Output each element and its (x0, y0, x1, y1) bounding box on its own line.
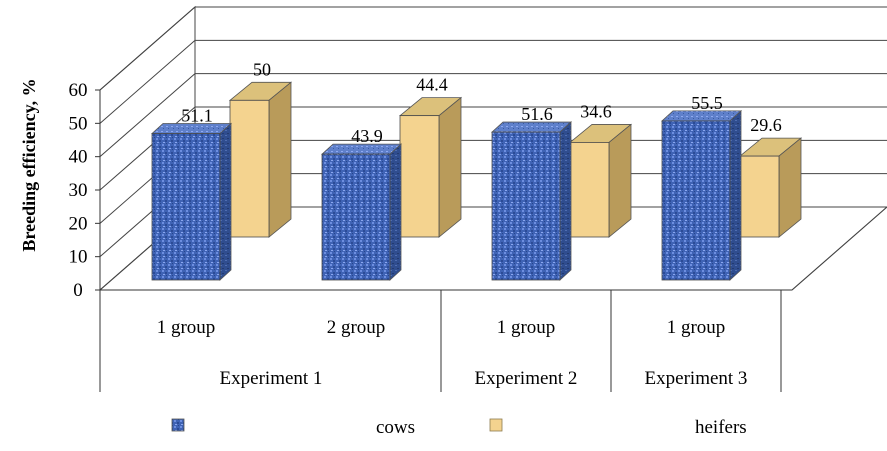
y-axis-title: Breeding efficiency, % (19, 78, 39, 251)
heifer-bar-3-front (570, 142, 609, 237)
heifer-bar-4-side (779, 138, 801, 237)
y-tick-label: 60 (69, 80, 88, 101)
cow-bar-3-front (492, 132, 560, 280)
legend-cows-swatch (172, 419, 184, 431)
y-tick-label: 30 (69, 180, 88, 201)
heifer-bar-4-front (740, 156, 779, 237)
heifer-bar-1-front (230, 100, 269, 237)
x-group-label: Experiment 2 (475, 368, 578, 389)
heifers-data-label: 29.6 (750, 115, 782, 135)
cow-bar-3-side (560, 122, 571, 280)
cows-data-label: 51.1 (181, 106, 213, 126)
x-group-label: Experiment 1 (220, 368, 323, 389)
y-tick-label: 50 (69, 113, 88, 134)
x-axis: 1 group 2 group 1 group 1 group Experiment 1… (100, 290, 781, 392)
heifer-bar-1-side (269, 82, 291, 237)
cow-bar-4-side (730, 111, 741, 280)
heifer-bar-3 (570, 124, 631, 237)
cow-bar-2-front (322, 154, 390, 280)
x-category-label: 2 group (327, 317, 386, 338)
legend-heifers-label: heifers (695, 417, 747, 438)
cow-bar-2 (322, 144, 401, 280)
cow-bar-1-front (152, 134, 220, 280)
cow-bar-4-front (662, 121, 730, 280)
cow-bar-4 (662, 111, 741, 280)
heifer-bar-2-side (439, 98, 461, 237)
x-group-label: Experiment 3 (645, 368, 748, 389)
cow-bar-1 (152, 124, 231, 280)
cows-data-label: 43.9 (351, 126, 383, 146)
x-category-label: 1 group (157, 317, 216, 338)
heifer-bar-1 (230, 82, 291, 237)
heifers-data-label: 34.6 (580, 101, 612, 121)
heifer-bar-3-side (609, 124, 631, 237)
x-category-label: 1 group (497, 317, 556, 338)
x-category-label: 1 group (667, 317, 726, 338)
heifers-data-label: 50 (253, 59, 271, 79)
heifer-bar-4 (740, 138, 801, 237)
cow-bar-3 (492, 122, 571, 280)
y-tick-label: 10 (69, 247, 88, 268)
cows-data-label: 51.6 (521, 104, 553, 124)
y-tick-label: 0 (73, 280, 83, 301)
heifers-data-label: 44.4 (416, 75, 448, 95)
cow-bar-2-side (390, 144, 401, 280)
cows-data-label: 55.5 (691, 93, 723, 113)
y-tick-label: 20 (69, 213, 88, 234)
legend: cows heifers (172, 417, 747, 438)
cow-bar-1-side (220, 124, 231, 280)
heifer-bar-2-front (400, 116, 439, 237)
legend-heifers-swatch (490, 419, 502, 431)
legend-cows-label: cows (376, 417, 415, 438)
y-tick-label: 40 (69, 147, 88, 168)
heifer-bar-2 (400, 98, 461, 237)
